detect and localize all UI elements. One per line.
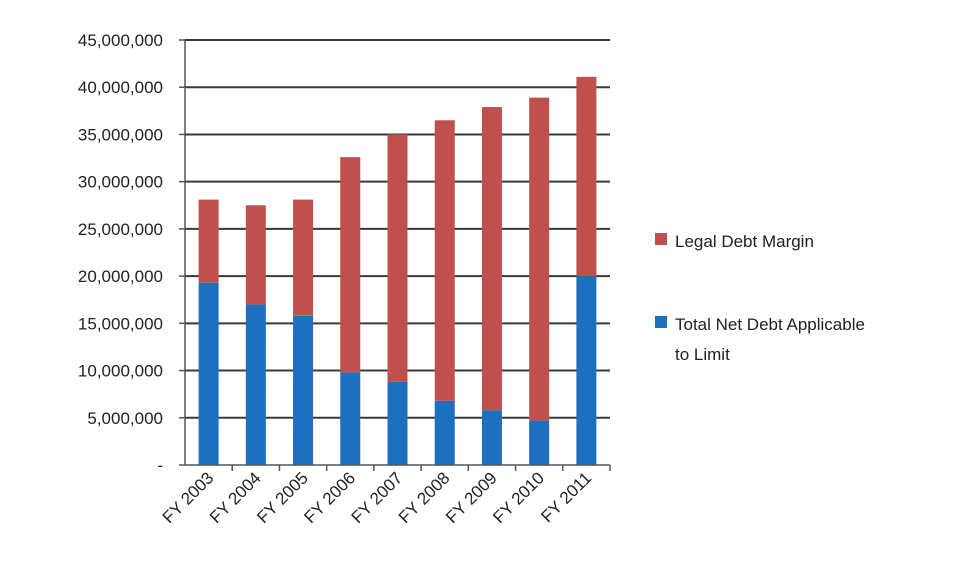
- bar-total-net-debt: [246, 304, 266, 465]
- legend-swatch-total-net-debt: [655, 316, 667, 328]
- y-tick-label: 10,000,000: [78, 362, 163, 381]
- legend-label-total-net-debt: Total Net Debt Applicable: [675, 315, 865, 334]
- y-tick-label: 25,000,000: [78, 220, 163, 239]
- bar-total-net-debt: [435, 401, 455, 465]
- bar-total-net-debt: [340, 372, 360, 465]
- legend-label-legal-debt-margin: Legal Debt Margin: [675, 232, 814, 251]
- bar-total-net-debt: [529, 421, 549, 465]
- bar-total-net-debt: [482, 410, 502, 465]
- bar-legal-debt-margin: [246, 205, 266, 304]
- x-tick-label: FY 2008: [395, 468, 454, 527]
- bar-legal-debt-margin: [340, 157, 360, 372]
- x-tick-label: FY 2005: [253, 468, 312, 527]
- x-tick-label: FY 2004: [206, 468, 265, 527]
- x-tick-label: FY 2009: [442, 468, 501, 527]
- bar-legal-debt-margin: [529, 98, 549, 421]
- y-tick-label: 35,000,000: [78, 125, 163, 144]
- x-tick-label: FY 2011: [537, 468, 595, 526]
- legend-swatch-legal-debt-margin: [655, 233, 667, 245]
- y-tick-label: 5,000,000: [87, 409, 163, 428]
- y-tick-label: 40,000,000: [78, 78, 163, 97]
- bar-legal-debt-margin: [388, 134, 408, 381]
- x-tick-label: FY 2006: [300, 468, 359, 527]
- bar-total-net-debt: [199, 283, 219, 465]
- bar-total-net-debt: [293, 316, 313, 465]
- x-tick-label: FY 2010: [489, 468, 548, 527]
- y-tick-labels: - 5,000,000 10,000,000 15,000,000 20,000,000…: [78, 31, 163, 475]
- y-tick-label: 20,000,000: [78, 267, 163, 286]
- legend-label-total-net-debt-line2: to Limit: [675, 345, 730, 364]
- y-tick-label: 30,000,000: [78, 173, 163, 192]
- y-tick-label: 45,000,000: [78, 31, 163, 50]
- y-tick-label: -: [157, 456, 163, 475]
- bar-legal-debt-margin: [293, 200, 313, 316]
- bar-legal-debt-margin: [199, 200, 219, 283]
- x-tick-label: FY 2007: [348, 468, 407, 527]
- x-tick-label: FY 2003: [159, 468, 218, 527]
- bar-legal-debt-margin: [482, 107, 502, 410]
- y-tick-label: 15,000,000: [78, 314, 163, 333]
- bar-legal-debt-margin: [435, 120, 455, 401]
- bar-total-net-debt: [576, 276, 596, 465]
- legend: Legal Debt Margin Total Net Debt Applica…: [655, 232, 865, 364]
- bar-total-net-debt: [388, 382, 408, 465]
- bar-legal-debt-margin: [576, 77, 596, 276]
